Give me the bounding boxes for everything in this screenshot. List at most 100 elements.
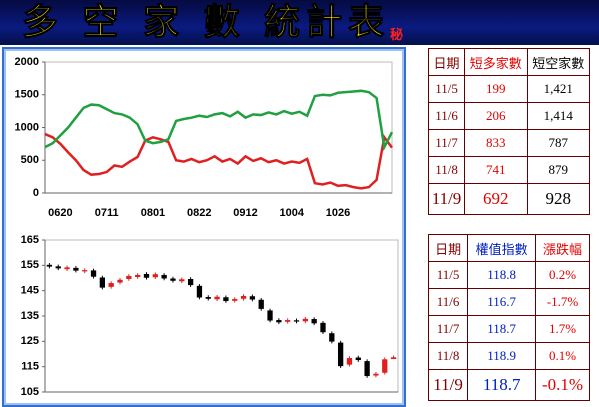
cell: 1,421 [526,75,591,103]
plot-frame [44,239,399,393]
cell: 199 [464,75,528,103]
x-tick-label: 0711 [95,207,119,219]
breadth-table: 日期 短多家數 短空家數 11/5 199 1,421 11/6 206 1,414 11/7 83… [427,48,591,215]
y-tick-label: 145 [21,285,39,297]
candle-body [126,275,132,280]
x-tick-label: 0912 [233,207,257,219]
row: 11/5 199 1,421 [427,75,591,103]
header-row: 日期 權值指數 漲跌幅 [427,234,590,262]
candle-body [90,270,97,277]
candle-body [117,279,123,283]
candle-body [293,320,300,322]
cell: 1,414 [526,102,591,130]
y-tick-label: 105 [21,386,39,398]
title: 多 空 家 數 統計表 [21,2,391,44]
candle-body [46,264,53,267]
cell: 11/7 [427,129,466,157]
candle-body [214,296,220,300]
badge: 秘 [390,28,404,43]
charts: 0 500 1000 1500 2000 0620 0711 0801 0822 0912 1004… [15,56,399,398]
candle-body [364,361,370,377]
x-tick-label: 0822 [187,207,211,219]
x-tick-label: 1004 [280,207,305,219]
candle-body [355,357,361,361]
candle-body [170,278,176,281]
candle-body [143,273,150,278]
cell: 11/8 [427,156,466,184]
candle-body [390,357,397,360]
candle-body [99,277,106,288]
candle-body [285,320,291,322]
row: 11/8 118.9 0.1% [427,342,590,370]
header-cell: 漲跌幅 [535,234,590,262]
cell: 11/9 [427,183,466,215]
header-cell: 短空家數 [526,48,591,76]
y-tick-label: 500 [21,154,39,166]
candle-body [232,299,238,301]
row: 11/9 692 928 [427,183,591,215]
cell: 1.7% [535,315,590,343]
header-cell: 日期 [427,48,466,76]
candle-body [302,318,308,322]
cell: 11/8 [427,342,469,370]
candle-body [108,283,114,287]
candle-body [161,274,167,279]
y-tick-label: 1500 [15,89,39,101]
line [44,132,394,190]
cell: 118.8 [467,261,537,289]
cell: 0.1% [535,342,590,370]
cell: 879 [526,156,591,184]
candle-body [179,279,185,282]
candle-body [320,322,326,333]
candle-body [196,285,203,298]
row: 11/7 118.7 1.7% [427,315,590,343]
y-tick-label: 2000 [15,56,39,68]
y-tick-label: 125 [21,335,39,347]
y-tick-label: 1000 [15,121,39,133]
x-tick-label: 0620 [48,207,72,219]
candle-body [135,274,141,277]
candle-body [329,333,335,342]
header-cell: 日期 [427,234,469,262]
candle-body [55,266,61,269]
cell: 0.2% [535,261,590,289]
line [44,89,394,152]
candle-body [382,359,388,373]
y-tick-label: 0 [33,187,39,199]
row: 11/8 741 879 [427,156,591,184]
candle-body [267,310,273,321]
candle-body [82,270,88,272]
cell: 11/6 [427,288,469,316]
candle-body [152,274,158,278]
cell: 833 [464,129,528,157]
candle-body [337,342,344,367]
row: 11/5 118.8 0.2% [427,261,590,289]
cell: 118.9 [467,342,537,370]
cell: 118.7 [467,315,537,343]
candle-body [205,297,211,299]
y-tick-label: 135 [21,310,39,322]
candle-body [223,297,229,302]
cell: 928 [526,183,591,215]
cell: -1.7% [535,288,590,316]
header-row: 日期 短多家數 短空家數 [427,48,591,76]
candle-body [249,296,256,300]
candle-body [276,320,282,323]
index-table: 日期 權值指數 漲跌幅 11/5 118.8 0.2% 11/6 116.7 -1.7% 11/7… [427,234,590,401]
row: 11/7 833 787 [427,129,591,157]
cell: 787 [526,129,591,157]
row: 11/9 118.7 -0.1% [427,369,590,401]
cell: -0.1% [535,369,590,401]
cell: 741 [464,156,528,184]
cell: 206 [464,102,528,130]
candle-body [311,319,317,324]
x-tick-label: 0801 [141,207,165,219]
y-tick-label: 155 [21,259,39,271]
row: 11/6 116.7 -1.7% [427,288,590,316]
y-tick-label: 165 [21,234,39,246]
candle-body [373,373,379,376]
y-tick-label: 115 [21,361,39,373]
header-cell: 權值指數 [467,234,537,262]
candle-body [240,295,247,299]
